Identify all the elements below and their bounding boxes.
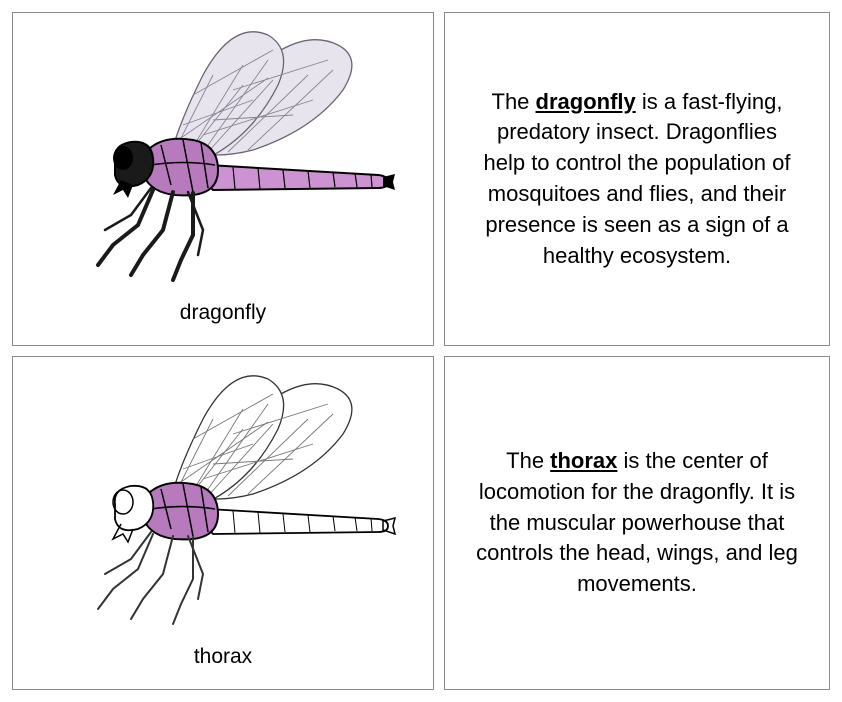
dragonfly-full-illustration <box>43 23 403 297</box>
desc-post: is a fast-flying, predatory insect. Drag… <box>483 89 790 268</box>
dragonfly-thorax-illustration <box>43 367 403 641</box>
card-dragonfly-text: The dragonfly is a fast-flying, predator… <box>444 12 830 346</box>
dragonfly-description: The dragonfly is a fast-flying, predator… <box>475 87 799 272</box>
legs <box>98 190 193 280</box>
dragonfly-svg <box>43 30 403 290</box>
card-grid: dragonfly The dragonfly is a fast-flying… <box>12 12 830 690</box>
desc-pre: The <box>492 89 536 114</box>
caption-dragonfly: dragonfly <box>180 301 266 325</box>
head <box>115 486 153 530</box>
thorax-svg <box>43 374 403 634</box>
desc-pre: The <box>506 448 550 473</box>
card-dragonfly-image: dragonfly <box>12 12 434 346</box>
eye <box>113 146 133 170</box>
thorax-description: The thorax is the center of locomotion f… <box>475 446 799 600</box>
card-thorax-text: The thorax is the center of locomotion f… <box>444 356 830 690</box>
card-thorax-image: thorax <box>12 356 434 690</box>
caption-thorax: thorax <box>194 645 252 669</box>
desc-bold: dragonfly <box>536 89 636 114</box>
legs <box>98 532 203 624</box>
thorax <box>142 483 218 540</box>
desc-bold: thorax <box>550 448 617 473</box>
